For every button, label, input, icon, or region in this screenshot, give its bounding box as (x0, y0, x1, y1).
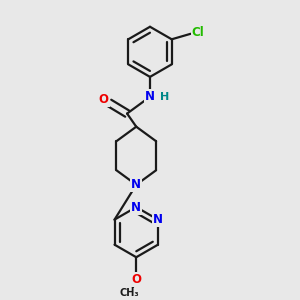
Text: O: O (131, 273, 141, 286)
Text: Cl: Cl (192, 26, 204, 39)
Text: N: N (153, 213, 163, 226)
Text: O: O (99, 93, 109, 106)
Text: H: H (160, 92, 169, 102)
Text: CH₃: CH₃ (119, 288, 139, 298)
Text: N: N (131, 178, 141, 191)
Text: N: N (145, 90, 155, 103)
Text: N: N (131, 201, 141, 214)
